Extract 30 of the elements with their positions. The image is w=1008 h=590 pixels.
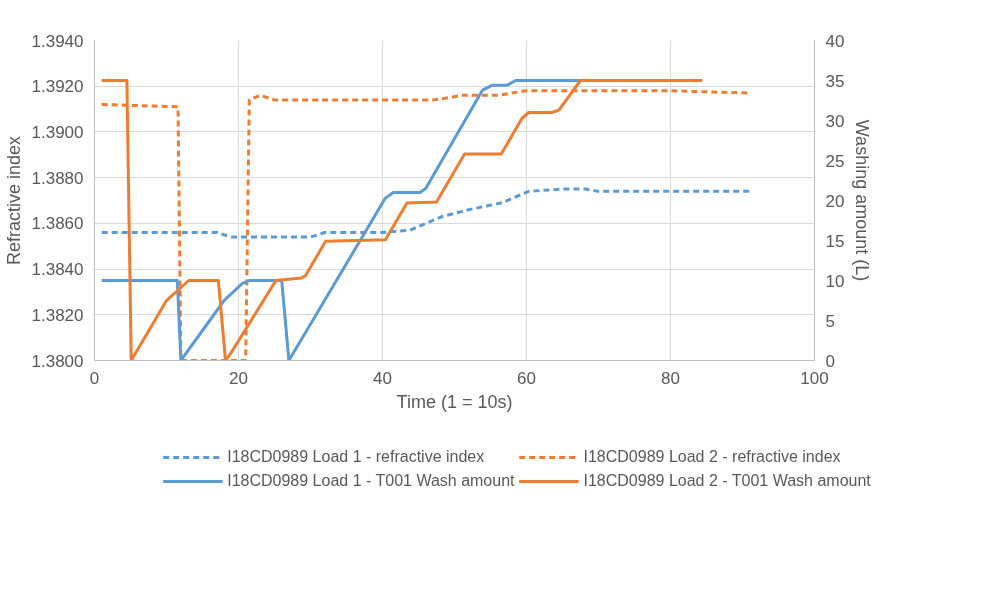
x-tick-label: 40: [373, 368, 392, 388]
y2-tick-label: 0: [825, 351, 835, 371]
y-tick-label: 1.3900: [31, 122, 84, 142]
y2-tick-label: 30: [825, 111, 845, 131]
x-tick-label: 0: [89, 368, 100, 388]
y-tick-label: 1.3940: [31, 31, 84, 51]
y2-axis-title: Washing amount (L): [852, 119, 873, 282]
y2-tick-label: 20: [825, 191, 845, 211]
x-axis-title: Time (1 = 10s): [396, 391, 513, 412]
y-tick-label: 1.3840: [31, 260, 84, 280]
y-tick-label: 1.3820: [31, 305, 84, 325]
legend-label: I18CD0989 Load 2 - refractive index: [583, 448, 841, 466]
y2-tick-label: 25: [825, 151, 845, 171]
y2-tick-label: 35: [825, 71, 845, 91]
legend-label: I18CD0989 Load 1 - refractive index: [227, 448, 485, 466]
x-tick-label: 20: [229, 368, 248, 388]
y-tick-label: 1.3860: [31, 214, 84, 234]
y-tick-label: 1.3880: [31, 168, 84, 188]
x-tick-label: 60: [517, 368, 536, 388]
legend-label: I18CD0989 Load 2 - T001 Wash amount: [583, 472, 871, 490]
legend-label: I18CD0989 Load 1 - T001 Wash amount: [227, 472, 515, 490]
y-tick-label: 1.3920: [31, 77, 84, 97]
x-tick-label: 100: [800, 368, 829, 388]
y-tick-label: 1.3800: [31, 351, 84, 371]
x-tick-label: 80: [661, 368, 680, 388]
y-axis-title: Refractive index: [3, 135, 24, 266]
y2-tick-label: 5: [825, 311, 835, 331]
y2-tick-label: 40: [825, 31, 845, 51]
y2-tick-label: 15: [825, 231, 845, 251]
y2-tick-label: 10: [825, 271, 845, 291]
